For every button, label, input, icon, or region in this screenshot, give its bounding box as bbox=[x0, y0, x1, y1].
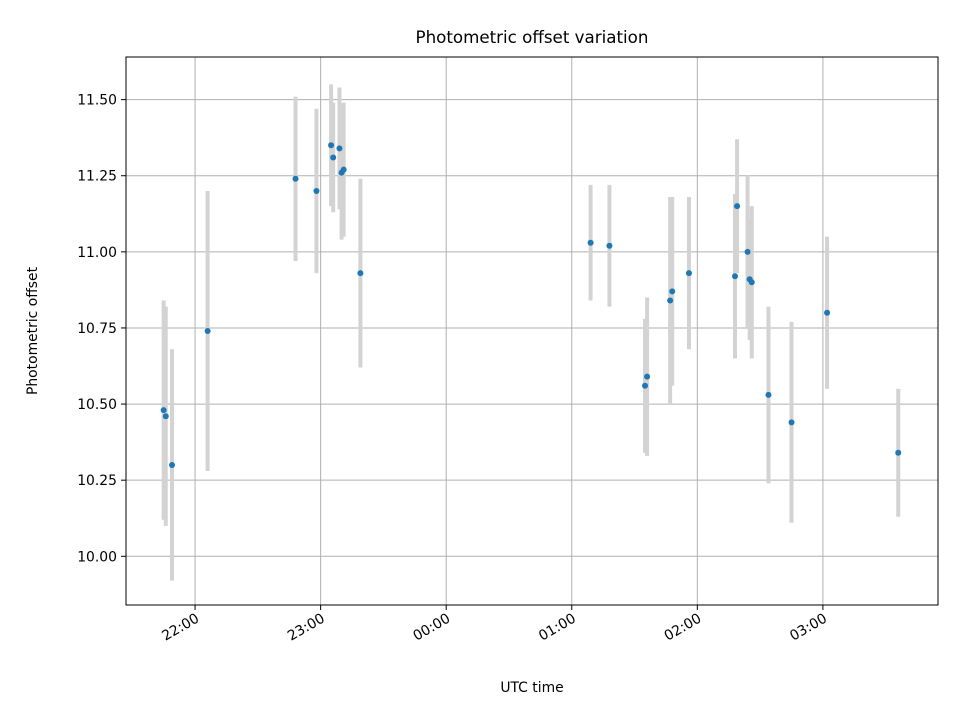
data-point bbox=[669, 288, 676, 295]
x-axis-label: UTC time bbox=[500, 680, 563, 696]
data-point bbox=[357, 270, 364, 277]
error-bars bbox=[161, 84, 901, 581]
data-point bbox=[328, 142, 335, 149]
data-points bbox=[160, 142, 902, 468]
data-point bbox=[204, 328, 211, 334]
data-point bbox=[169, 461, 176, 468]
data-point bbox=[336, 145, 343, 152]
y-tick-label: 11.50 bbox=[77, 93, 117, 109]
data-point bbox=[765, 391, 772, 398]
data-point bbox=[824, 309, 831, 316]
x-tick-label: 00:00 bbox=[411, 611, 454, 645]
data-point bbox=[734, 203, 741, 210]
y-tick-label: 10.50 bbox=[77, 397, 117, 413]
data-point bbox=[606, 242, 613, 249]
data-point bbox=[744, 248, 751, 255]
x-tick-label: 23:00 bbox=[285, 611, 328, 645]
data-point bbox=[292, 175, 299, 182]
y-axis-ticks: 10.00 10.25 10.50 10.75 11.00 11.25 11.50 bbox=[77, 93, 126, 565]
data-point bbox=[895, 449, 902, 456]
y-tick-label: 10.25 bbox=[77, 473, 117, 489]
data-point bbox=[642, 382, 649, 389]
data-point bbox=[330, 154, 337, 161]
data-point bbox=[587, 239, 594, 246]
chart-title: Photometric offset variation bbox=[416, 27, 649, 47]
data-point bbox=[748, 279, 755, 286]
data-point bbox=[340, 166, 347, 173]
data-point bbox=[160, 407, 167, 414]
data-point bbox=[685, 270, 692, 277]
y-axis-label: Photometric offset bbox=[25, 266, 41, 395]
plot-frame bbox=[125, 56, 939, 606]
y-tick-label: 10.75 bbox=[77, 321, 117, 337]
x-axis-ticks: 22:00 23:00 00:00 01:00 02:00 03:00 bbox=[159, 605, 830, 644]
y-tick-label: 11.25 bbox=[77, 169, 117, 185]
data-point bbox=[732, 273, 738, 280]
y-tick-label: 11.00 bbox=[77, 245, 117, 261]
grid-lines bbox=[126, 57, 938, 605]
x-tick-label: 22:00 bbox=[159, 611, 202, 645]
data-point bbox=[667, 297, 674, 304]
y-tick-label: 10.00 bbox=[77, 549, 117, 565]
data-point bbox=[644, 373, 651, 380]
x-tick-label: 01:00 bbox=[536, 611, 579, 645]
x-tick-label: 02:00 bbox=[662, 611, 705, 645]
x-tick-label: 03:00 bbox=[787, 611, 830, 645]
data-point bbox=[162, 413, 169, 420]
data-point bbox=[313, 187, 320, 194]
data-point bbox=[788, 419, 795, 426]
